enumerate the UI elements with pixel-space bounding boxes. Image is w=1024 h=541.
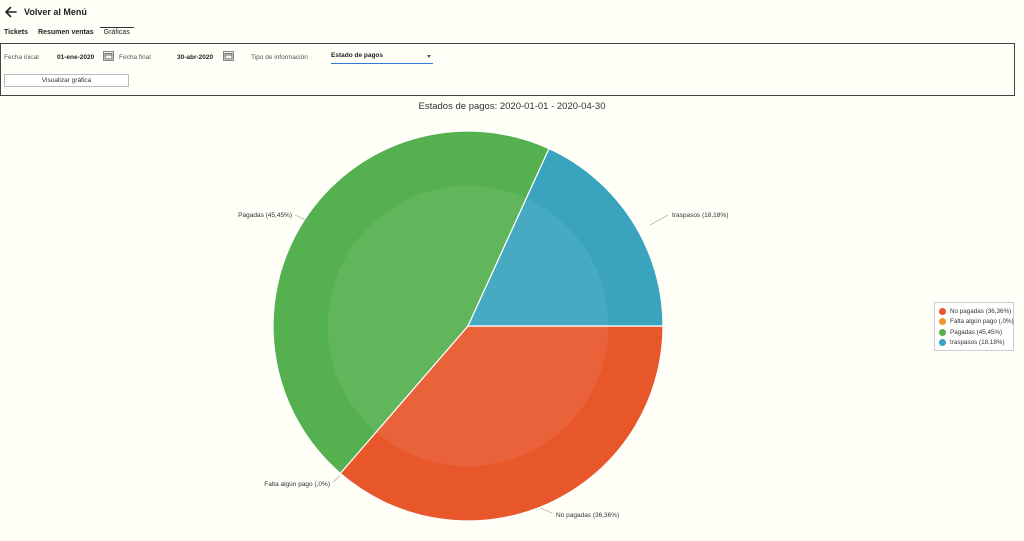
tab-bar: Tickets Resumen ventas Gráficas [4, 27, 144, 43]
legend-label: No pagadas (36,36%) [950, 307, 1012, 315]
back-label: Volver al Menú [24, 7, 87, 17]
start-date-label: Fecha inical [4, 54, 39, 61]
legend-item[interactable]: No pagadas (36,36%) [939, 306, 1012, 317]
info-type-value: Estado de pagos [331, 52, 384, 59]
legend-label: Falta algún pago (,0%) [950, 318, 1014, 326]
legend-swatch [939, 339, 946, 347]
legend-label: Pagadas (45,45%) [950, 328, 1003, 336]
info-type-label: Tipo de información [251, 54, 308, 61]
pie-label: Pagadas (45,45%) [238, 212, 292, 219]
pie-slice-traspasos[interactable] [467, 147, 664, 327]
visualize-chart-button[interactable]: Visualizar gráfica [4, 74, 129, 87]
start-date-calendar-button[interactable] [103, 51, 114, 61]
legend-swatch [939, 328, 946, 336]
chart-legend: No pagadas (36,36%) Falta algún pago (,0%… [934, 302, 1014, 351]
arrow-left-icon [5, 6, 17, 18]
legend-swatch [939, 307, 946, 315]
calendar-icon [104, 53, 113, 60]
pie-label-connector [332, 475, 341, 483]
pie-label-connector [294, 214, 311, 223]
legend-swatch [939, 318, 946, 326]
pie-label-connector [539, 507, 553, 514]
end-date-value[interactable]: 30-abr-2020 [177, 54, 214, 61]
tab-graficas[interactable]: Gráficas [99, 27, 134, 43]
pie-slice-pagadas[interactable] [272, 130, 550, 475]
tab-tickets[interactable]: Tickets [4, 29, 28, 36]
legend-item[interactable]: Pagadas (45,45%) [939, 327, 1009, 338]
tab-resumen-ventas[interactable]: Resumen ventas [38, 29, 94, 36]
pie-label: No pagadas (36,36%) [556, 512, 619, 519]
legend-item[interactable]: traspasos (18,18%) [939, 338, 1009, 349]
pie-label-connector [649, 214, 669, 226]
pie-label: traspasos (18,18%) [672, 212, 728, 219]
end-date-calendar-button[interactable] [223, 51, 234, 61]
chevron-down-icon [427, 55, 431, 58]
pie-slice-no-pagadas[interactable] [339, 325, 664, 522]
calendar-icon [224, 53, 233, 60]
legend-item[interactable]: Falta algún pago (,0%) [939, 317, 1014, 328]
pie-label: Falta algún pago (,0%) [264, 481, 330, 488]
back-to-menu-link[interactable]: Volver al Menú [4, 3, 87, 21]
end-date-label: Fecha final [119, 54, 151, 61]
filter-panel: Fecha inical 01-ene-2020 Fecha final 30-… [0, 43, 1015, 96]
legend-label: traspasos (18,18%) [950, 339, 1005, 347]
start-date-value[interactable]: 01-ene-2020 [57, 54, 95, 61]
chart-title: Estados de pagos: 2020-01-01 - 2020-04-3… [418, 101, 606, 112]
info-type-select[interactable]: Estado de pagos [331, 52, 433, 64]
